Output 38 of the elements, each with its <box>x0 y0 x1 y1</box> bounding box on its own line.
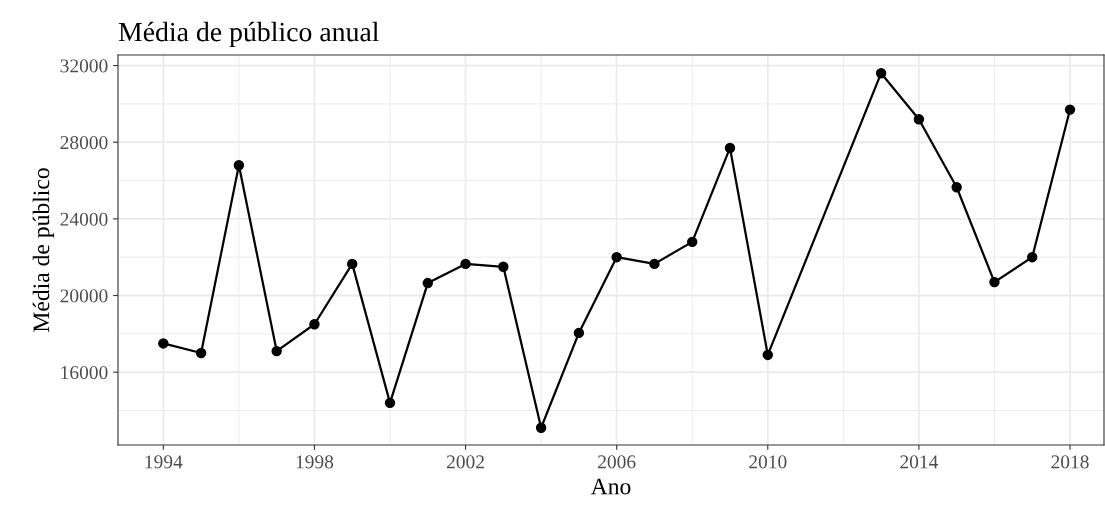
point <box>498 261 509 272</box>
y-tick-label: 32000 <box>60 59 108 73</box>
x-tick-label: 2018 <box>1051 455 1089 469</box>
chart-title: Média de público anual <box>118 21 379 48</box>
point <box>535 422 547 433</box>
point <box>347 258 358 270</box>
x-tick-label: 1994 <box>145 455 183 469</box>
point <box>460 258 471 270</box>
point <box>913 113 925 125</box>
x-tick-label: 1998 <box>296 455 334 469</box>
point <box>271 345 282 357</box>
x-tick-label: 2002 <box>446 455 484 469</box>
point <box>687 236 698 248</box>
point <box>1027 251 1038 263</box>
point <box>951 182 962 193</box>
point <box>989 276 1000 288</box>
x-axis-title: Ano <box>590 478 631 495</box>
point <box>649 258 660 270</box>
point <box>309 319 320 330</box>
point <box>158 338 169 349</box>
point <box>573 327 585 339</box>
y-tick-label: 20000 <box>60 289 108 303</box>
point <box>611 251 622 263</box>
point <box>384 397 396 409</box>
y-tick-label: 28000 <box>60 136 108 150</box>
x-tick-label: 2006 <box>598 455 636 469</box>
point <box>195 347 207 359</box>
point <box>875 67 887 79</box>
y-tick-label: 16000 <box>61 365 108 380</box>
point <box>1064 104 1076 115</box>
x-tick-label: 2010 <box>749 455 787 469</box>
y-axis-title: Média de público <box>32 168 55 332</box>
point <box>233 159 245 171</box>
point <box>724 142 736 154</box>
point <box>762 349 773 361</box>
y-tick-label: 24000 <box>60 212 108 226</box>
point <box>422 277 433 289</box>
x-tick-label: 2014 <box>900 455 939 469</box>
